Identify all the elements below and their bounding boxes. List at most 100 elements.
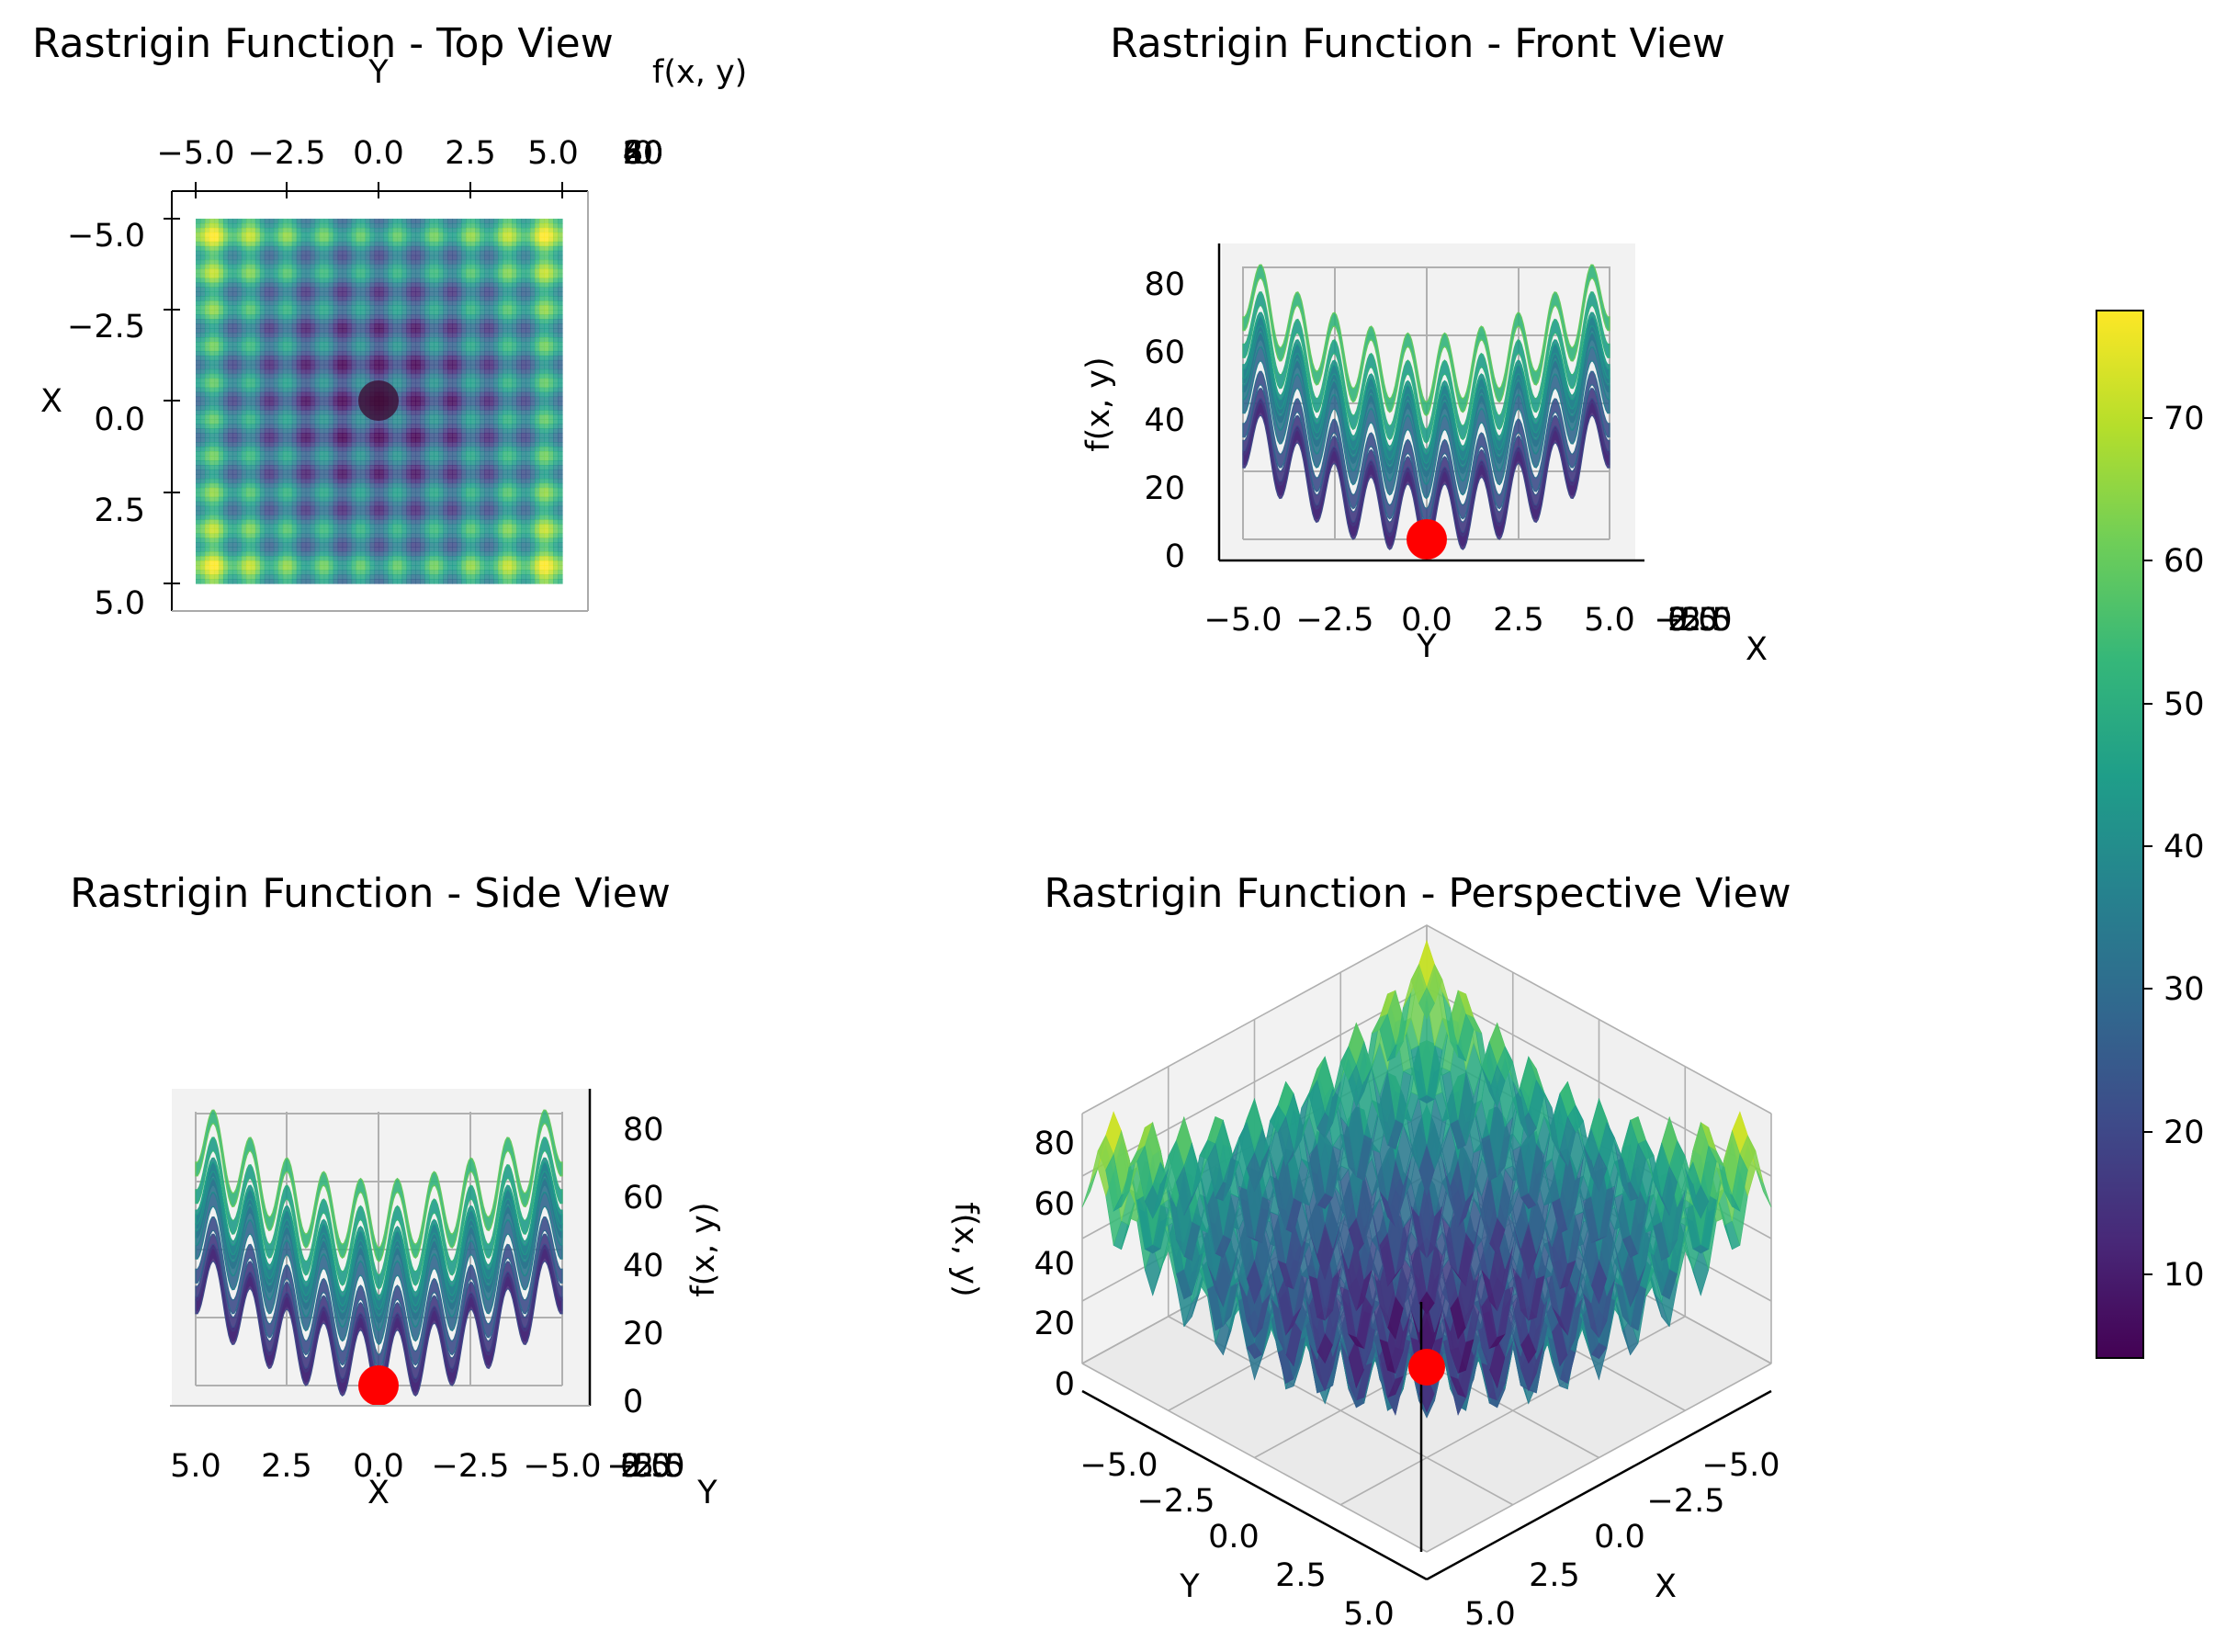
- heatmap-cell: [475, 487, 480, 493]
- heatmap-cell: [383, 447, 390, 452]
- heatmap-cell: [296, 451, 302, 457]
- heatmap-cell: [337, 345, 344, 352]
- heatmap-cell: [204, 222, 210, 229]
- heatmap-cell: [342, 574, 348, 580]
- heatmap-cell: [397, 364, 403, 370]
- heatmap-cell: [254, 319, 261, 324]
- heatmap-cell: [333, 447, 339, 452]
- heatmap-cell: [475, 314, 480, 320]
- heatmap-cell: [314, 424, 321, 429]
- heatmap-cell: [287, 492, 293, 498]
- heatmap-cell: [346, 305, 353, 311]
- heatmap-cell: [245, 355, 252, 361]
- heatmap-cell: [360, 305, 367, 311]
- heatmap-cell: [282, 328, 288, 334]
- heatmap-cell: [397, 250, 403, 256]
- heatmap-cell: [356, 501, 362, 507]
- heatmap-cell: [268, 556, 275, 561]
- heatmap-cell: [411, 528, 416, 535]
- heatmap-cell: [199, 378, 206, 384]
- heatmap-cell: [470, 305, 476, 311]
- heatmap-cell: [236, 236, 243, 243]
- heatmap-cell: [236, 287, 243, 292]
- heatmap-cell: [337, 442, 344, 447]
- heatmap-cell: [273, 401, 279, 407]
- heatmap-cell: [369, 478, 376, 484]
- heatmap-cell: [429, 419, 435, 424]
- heatmap-cell: [429, 469, 435, 475]
- heatmap-cell: [209, 255, 215, 261]
- heatmap-cell: [434, 524, 439, 530]
- heatmap-cell: [461, 273, 467, 279]
- heatmap-cell: [365, 424, 371, 429]
- heatmap-cell: [356, 368, 362, 375]
- heatmap-cell: [438, 473, 444, 480]
- heatmap-cell: [291, 341, 298, 347]
- heatmap-cell: [245, 391, 252, 398]
- heatmap-cell: [310, 537, 316, 543]
- heatmap-cell: [346, 437, 353, 443]
- heatmap-cell: [264, 341, 270, 347]
- heatmap-cell: [305, 515, 311, 521]
- heatmap-cell: [342, 519, 348, 526]
- heatmap-cell: [434, 419, 439, 424]
- heatmap-cell: [438, 437, 444, 443]
- heatmap-cell: [406, 456, 412, 461]
- heatmap-cell: [401, 433, 408, 438]
- heatmap-cell: [452, 478, 458, 484]
- heatmap-cell: [245, 478, 252, 484]
- heatmap-cell: [420, 382, 425, 389]
- heatmap-cell: [388, 565, 394, 571]
- heatmap-cell: [392, 319, 399, 324]
- heatmap-cell: [314, 519, 321, 526]
- heatmap-cell: [374, 241, 380, 247]
- heatmap-cell: [305, 556, 311, 561]
- heatmap-cell: [227, 519, 233, 526]
- heatmap-cell: [254, 359, 261, 366]
- heatmap-cell: [356, 232, 362, 238]
- heatmap-cell: [314, 464, 321, 470]
- heatmap-cell: [328, 437, 334, 443]
- heatmap-cell: [245, 245, 252, 252]
- heatmap-cell: [314, 460, 321, 466]
- heatmap-cell: [245, 428, 252, 434]
- heatmap-cell: [296, 501, 302, 507]
- heatmap-cell: [452, 305, 458, 311]
- heatmap-cell: [374, 268, 380, 275]
- heatmap-cell: [328, 574, 334, 580]
- heatmap-cell: [356, 551, 362, 557]
- heatmap-cell: [379, 451, 385, 457]
- heatmap-cell: [213, 296, 220, 301]
- heatmap-cell: [213, 574, 220, 580]
- heatmap-cell: [392, 310, 399, 315]
- heatmap-cell: [470, 565, 476, 571]
- heatmap-cell: [342, 428, 348, 434]
- heatmap-cell: [282, 368, 288, 375]
- heatmap-cell: [323, 277, 330, 284]
- heatmap-cell: [259, 515, 266, 521]
- heatmap-cell: [259, 282, 266, 289]
- heatmap-cell: [374, 447, 380, 452]
- heatmap-cell: [296, 387, 302, 393]
- heatmap-cell: [296, 259, 302, 266]
- heatmap-cell: [319, 447, 325, 452]
- heatmap-cell: [351, 232, 357, 238]
- heatmap-cell: [300, 451, 307, 457]
- heatmap-cell: [218, 551, 224, 557]
- heatmap-cell: [287, 405, 293, 412]
- heatmap-cell: [328, 368, 334, 375]
- heatmap-cell: [209, 533, 215, 538]
- heatmap-cell: [236, 310, 243, 315]
- heatmap-cell: [264, 565, 270, 571]
- heatmap-cell: [457, 364, 462, 370]
- heatmap-cell: [383, 492, 390, 498]
- heatmap-cell: [351, 378, 357, 384]
- heatmap-cell: [457, 547, 462, 552]
- heatmap-cell: [401, 287, 408, 292]
- heatmap-cell: [383, 574, 390, 580]
- heatmap-cell: [346, 368, 353, 375]
- heatmap-cell: [420, 460, 425, 466]
- heatmap-cell: [314, 405, 321, 412]
- heatmap-cell: [365, 222, 371, 229]
- heatmap-cell: [196, 460, 201, 466]
